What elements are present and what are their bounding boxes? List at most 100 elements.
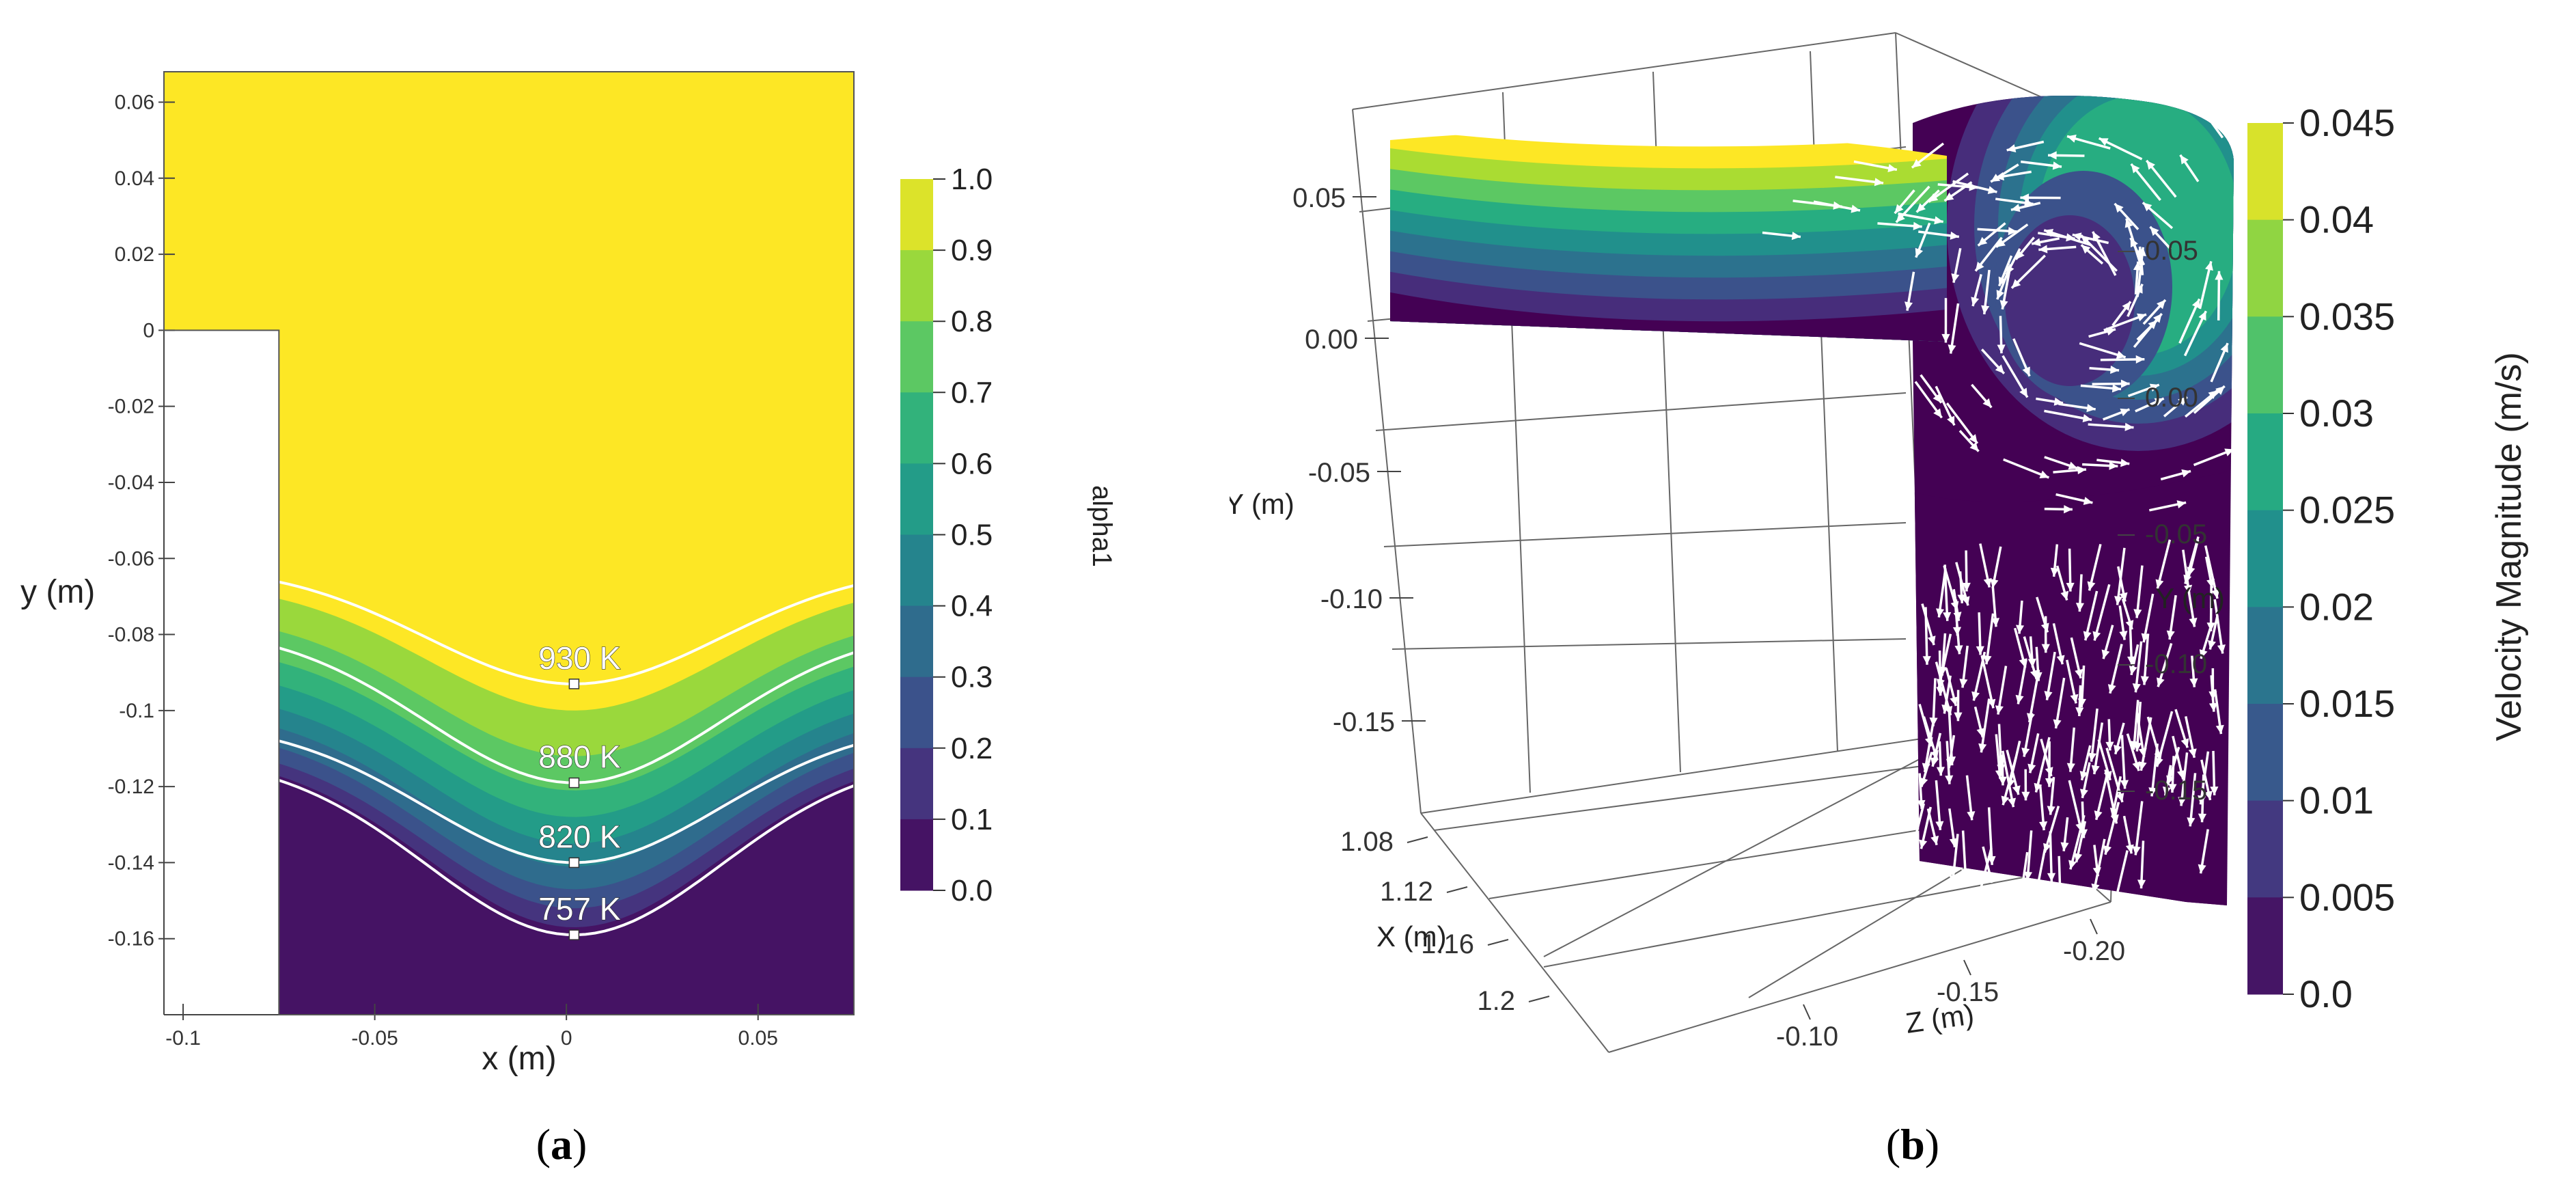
colorbar-a-segment xyxy=(900,321,933,393)
isotherm-label: 880 K xyxy=(538,739,621,775)
colorbar-b-segment xyxy=(2247,510,2283,607)
colorbar-a-tick-label: 1.0 xyxy=(951,163,993,196)
isotherm-marker xyxy=(569,778,579,788)
z-3d-tick xyxy=(1964,960,1971,975)
colorbar-b-tick-label: 0.0 xyxy=(2299,972,2353,1015)
z-3d-tick-label: -0.20 xyxy=(2063,936,2125,966)
y-right-tick-label: 0.00 xyxy=(2145,383,2198,413)
colorbar-b-segment xyxy=(2247,123,2283,220)
isotherm-marker xyxy=(569,858,579,867)
colorbar-b-segment xyxy=(2247,801,2283,898)
colorbar-a-segment xyxy=(900,819,933,891)
colorbar-a-tick-label: 0.3 xyxy=(951,661,993,694)
x-3d-tick xyxy=(1529,996,1549,1002)
chart-b-svg: 0.050.00-0.05-0.10-0.150.050.00-0.05-0.1… xyxy=(1230,0,2576,1201)
colorbar-b-segment xyxy=(2247,316,2283,413)
colorbar-a-segment xyxy=(900,250,933,322)
grid-line xyxy=(1384,523,1906,547)
y-left-tick-label: 0.00 xyxy=(1305,325,1358,355)
caption-a: (a) xyxy=(536,1120,587,1168)
colorbar-a-tick-label: 0.7 xyxy=(951,376,993,409)
colorbar-a-tick-label: 0.2 xyxy=(951,732,993,765)
y-axis-right-label: Y (m) xyxy=(2155,582,2225,614)
colorbar-a-tick-label: 0.5 xyxy=(951,519,993,552)
colorbar-b-segment xyxy=(2247,220,2283,317)
colorbar-b-tick-label: 0.015 xyxy=(2299,682,2395,725)
y-tick-label: 0.04 xyxy=(115,167,154,190)
isotherm-marker xyxy=(569,679,579,689)
velocity-field xyxy=(1380,0,2329,909)
alpha1-field xyxy=(164,72,854,1015)
colorbar-b-segment xyxy=(2247,897,2283,994)
chart-a-svg: 0.06 0.04 0.02 0 -0.02 -0.04 -0.06 -0.08 -0.1 -0.… xyxy=(0,0,1230,1201)
colorbar-a-label: alpha1 xyxy=(1087,485,1117,567)
y-tick-label: -0.04 xyxy=(108,471,154,494)
x-3d-tick-label: 1.12 xyxy=(1380,877,1433,907)
x-tick-label: 0.05 xyxy=(738,1027,778,1050)
y-tick-label: 0 xyxy=(143,319,154,342)
colorbar-a-tick-label: 0.6 xyxy=(951,447,993,480)
colorbar-b-tick-label: 0.02 xyxy=(2299,585,2374,628)
colorbar-b-tick-label: 0.01 xyxy=(2299,779,2374,822)
x-tick-label: 0 xyxy=(561,1027,572,1050)
y-tick-label: -0.02 xyxy=(108,396,154,418)
y-tick-label: -0.08 xyxy=(108,624,154,646)
colorbar-b-tick-label: 0.025 xyxy=(2299,489,2395,532)
colorbar-a-segment xyxy=(900,606,933,678)
colorbar-a-tick-label: 0.1 xyxy=(951,803,993,836)
colorbar-a: 1.00.90.80.70.60.50.40.30.20.10.0 xyxy=(900,163,993,907)
colorbar-a-tick-label: 0.9 xyxy=(951,234,993,267)
y-right-tick-label: -0.05 xyxy=(2145,519,2207,549)
y-tick-label: -0.06 xyxy=(108,547,154,570)
grid-edge xyxy=(1353,33,1896,109)
x-3d-tick xyxy=(1447,887,1467,892)
caption-b: (b) xyxy=(1886,1120,1939,1168)
colorbar-b-segment xyxy=(2247,704,2283,801)
y-tick-label: -0.1 xyxy=(119,700,154,722)
y-left-tick-label: -0.10 xyxy=(1320,584,1383,614)
inlet-contours xyxy=(1380,126,1954,355)
caption-a-letter: a xyxy=(551,1120,572,1168)
grid-line xyxy=(1376,393,1906,430)
chart-panel-a: 0.06 0.04 0.02 0 -0.02 -0.04 -0.06 -0.08 -0.1 -0.… xyxy=(0,0,1230,1201)
y-right-tick-label: -0.15 xyxy=(2145,776,2207,806)
y-right-tick-label: -0.10 xyxy=(2145,649,2207,679)
colorbar-a-segment xyxy=(900,392,933,464)
isotherm-label: 930 K xyxy=(538,640,621,676)
grid-line xyxy=(1544,871,2056,967)
x-tick-label: -0.05 xyxy=(351,1027,398,1050)
y-tick-label: -0.16 xyxy=(108,928,154,950)
isotherm-label: 820 K xyxy=(538,819,621,854)
colorbar-a-tick-label: 0.8 xyxy=(951,305,993,338)
y-left-tick-label: -0.15 xyxy=(1333,707,1395,737)
colorbar-a-tick-label: 0.4 xyxy=(951,590,993,623)
colorbar-b-segment xyxy=(2247,607,2283,704)
caption-b-letter: b xyxy=(1900,1120,1925,1168)
y-axis-label: y (m) xyxy=(20,574,95,610)
colorbar-a-segment xyxy=(900,748,933,820)
colorbar-b-tick-label: 0.03 xyxy=(2299,392,2374,435)
z-3d-tick-label: -0.10 xyxy=(1776,1022,1838,1052)
colorbar-b-tick-label: 0.045 xyxy=(2299,101,2395,144)
grid-line xyxy=(1544,745,1947,957)
colorbar-b-tick-label: 0.04 xyxy=(2299,198,2374,241)
isotherm-label: 757 K xyxy=(538,891,621,927)
z-3d-tick xyxy=(1803,1004,1810,1020)
z-3d-tick xyxy=(2090,919,2097,934)
colorbar-a-segment xyxy=(900,463,933,535)
x-3d-tick-label: 1.2 xyxy=(1477,986,1515,1016)
colorbar-a-segment xyxy=(900,677,933,749)
z-axis-3d-label: Z (m) xyxy=(1904,998,1976,1039)
colorbar-b-tick-label: 0.005 xyxy=(2299,875,2395,918)
y-tick-label: 0.06 xyxy=(115,92,154,114)
x-3d-tick xyxy=(1407,837,1428,843)
colorbar-b-segment xyxy=(2247,413,2283,510)
y-axis-left-label: Y (m) xyxy=(1230,488,1294,520)
grid-edge xyxy=(1609,902,2111,1052)
y-left-tick-label: -0.05 xyxy=(1308,458,1370,488)
colorbar-b-label: Velocity Magnitude (m/s) xyxy=(2489,352,2529,741)
grid-line xyxy=(1392,639,1906,649)
y-tick-label: 0.02 xyxy=(115,243,154,266)
x-3d-tick-label: 1.08 xyxy=(1340,827,1394,857)
